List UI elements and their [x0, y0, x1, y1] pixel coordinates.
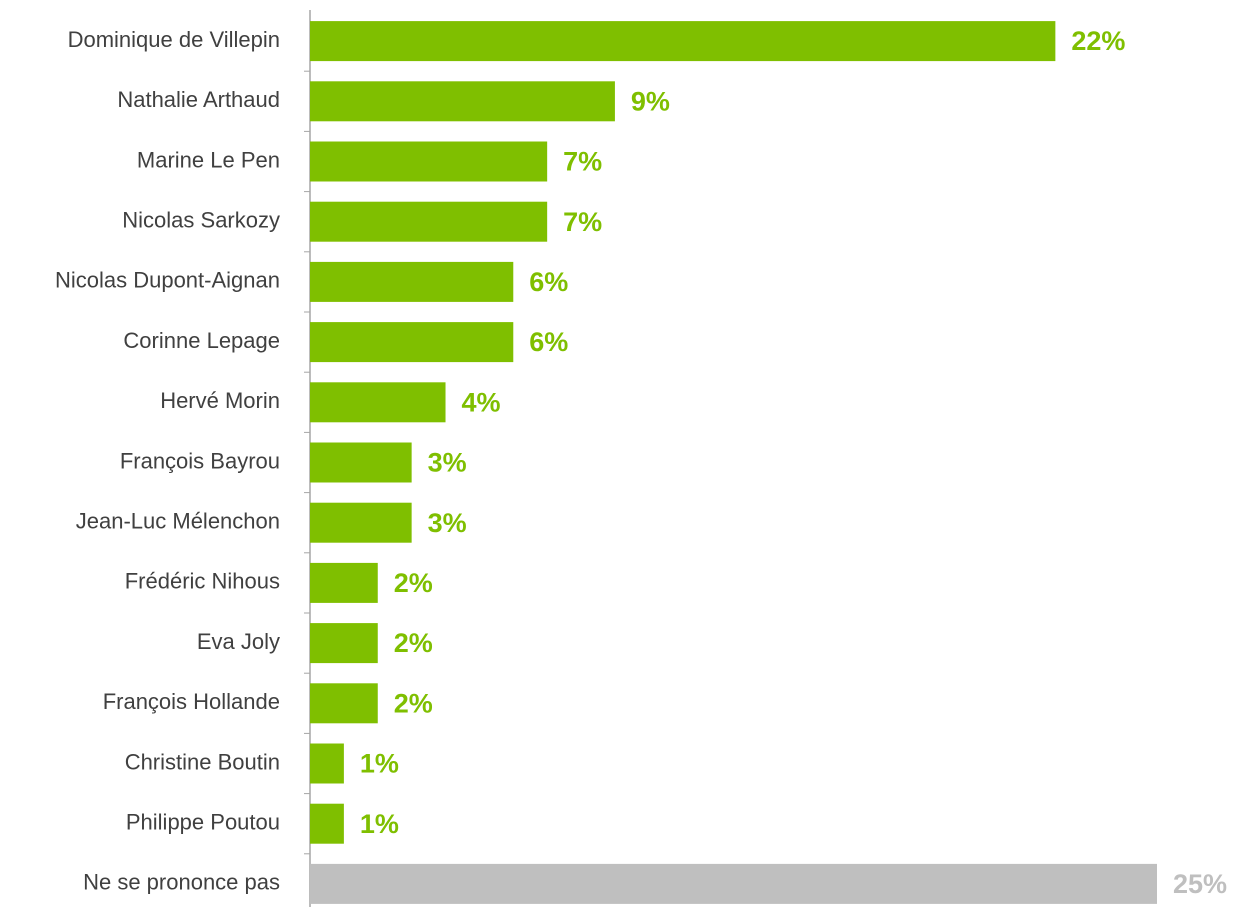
category-label: Corinne Lepage	[123, 328, 280, 353]
bar	[310, 743, 344, 784]
value-label: 1%	[360, 809, 399, 839]
bar	[310, 201, 548, 242]
category-label: Christine Boutin	[125, 749, 280, 774]
bar	[310, 141, 548, 182]
bar	[310, 863, 1157, 904]
value-label: 7%	[563, 207, 602, 237]
value-label: 9%	[631, 86, 670, 116]
value-label: 3%	[428, 448, 467, 478]
bar	[310, 442, 412, 483]
category-label: Eva Joly	[197, 629, 280, 654]
category-label: Philippe Poutou	[126, 810, 280, 835]
bar	[310, 683, 378, 724]
bar	[310, 562, 378, 603]
value-label: 7%	[563, 147, 602, 177]
bar	[310, 81, 615, 122]
value-label: 1%	[360, 749, 399, 779]
category-label: Hervé Morin	[160, 388, 280, 413]
bar	[310, 502, 412, 543]
category-label: Ne se prononce pas	[83, 870, 280, 895]
category-label: Jean-Luc Mélenchon	[76, 509, 280, 534]
bar	[310, 803, 344, 844]
bar	[310, 623, 378, 664]
value-label: 6%	[529, 267, 568, 297]
category-label: François Bayrou	[120, 448, 280, 473]
value-label: 4%	[462, 387, 501, 417]
category-label: Nathalie Arthaud	[117, 87, 280, 112]
bar	[310, 261, 514, 302]
value-label: 2%	[394, 628, 433, 658]
value-label: 3%	[428, 508, 467, 538]
category-label: François Hollande	[103, 689, 280, 714]
bar	[310, 382, 446, 423]
value-label: 2%	[394, 568, 433, 598]
category-label: Dominique de Villepin	[68, 27, 280, 52]
bar	[310, 21, 1056, 62]
value-label: 22%	[1071, 26, 1125, 56]
bar	[310, 322, 514, 363]
category-label: Nicolas Dupont-Aignan	[55, 268, 280, 293]
value-label: 2%	[394, 688, 433, 718]
value-label: 6%	[529, 327, 568, 357]
category-label: Frédéric Nihous	[125, 569, 280, 594]
value-label: 25%	[1173, 869, 1227, 899]
category-label: Nicolas Sarkozy	[122, 208, 280, 233]
category-label: Marine Le Pen	[137, 147, 280, 172]
